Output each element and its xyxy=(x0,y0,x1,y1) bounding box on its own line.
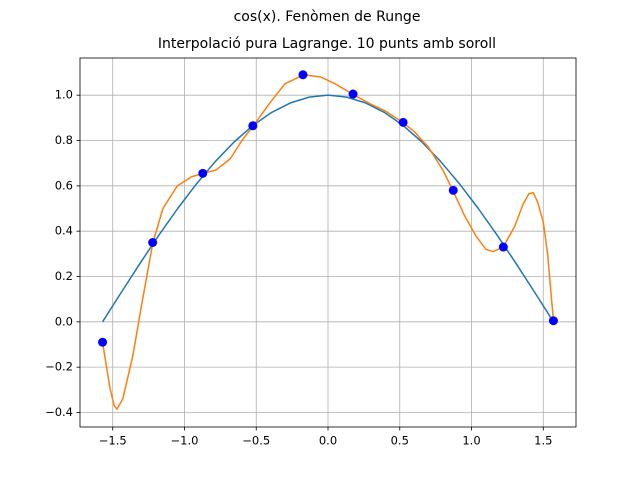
series-line xyxy=(101,94,555,323)
y-tick-label: 1.0 xyxy=(55,88,73,102)
x-tick-label: −1.0 xyxy=(171,434,199,448)
x-tick-label: 1.5 xyxy=(534,434,552,448)
y-tick-label: −0.4 xyxy=(45,405,73,419)
grid xyxy=(80,58,576,427)
x-tick-label: 0.0 xyxy=(319,434,337,448)
chart-suptitle: cos(x). Fenòmen de Runge xyxy=(234,9,421,25)
chart-title: Interpolació pura Lagrange. 10 punts amb… xyxy=(158,36,496,52)
y-tick-label: 0.2 xyxy=(55,269,73,283)
data-point xyxy=(548,316,558,326)
y-tick-label: 0.0 xyxy=(55,314,73,328)
data-point xyxy=(248,121,258,131)
data-point xyxy=(448,185,458,195)
data-point xyxy=(298,70,308,80)
x-tick-label: 1.0 xyxy=(462,434,480,448)
data-point xyxy=(398,117,408,127)
series-line xyxy=(101,74,555,410)
y-tick-label: 0.8 xyxy=(55,133,73,147)
x-tick-label: −1.5 xyxy=(99,434,127,448)
plot-area xyxy=(98,70,558,410)
x-tick-label: 0.5 xyxy=(391,434,409,448)
data-point xyxy=(98,337,108,347)
data-point xyxy=(148,238,158,247)
y-tick-label: 0.4 xyxy=(55,224,73,238)
data-point xyxy=(348,89,358,99)
y-tick-label: −0.2 xyxy=(45,360,73,374)
y-tick-label: 0.6 xyxy=(55,178,73,192)
data-point xyxy=(498,242,508,252)
data-point xyxy=(198,168,208,178)
x-tick-label: −0.5 xyxy=(242,434,270,448)
